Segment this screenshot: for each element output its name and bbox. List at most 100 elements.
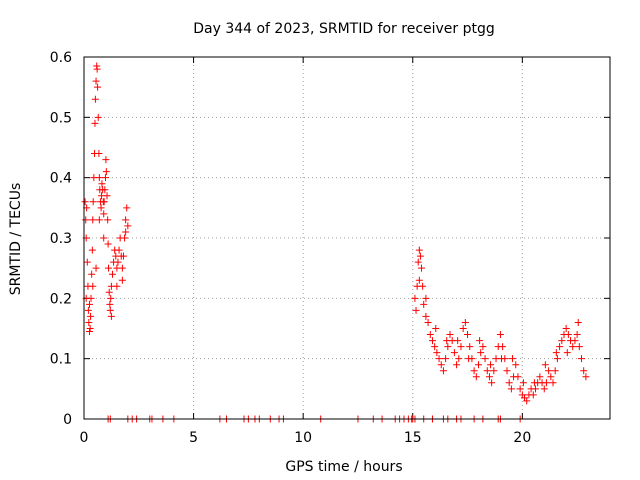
data-point	[118, 264, 126, 272]
data-point	[485, 373, 493, 381]
data-point	[466, 343, 474, 351]
x-tick-label: 0	[80, 430, 89, 446]
data-point	[558, 337, 566, 345]
data-point	[415, 246, 423, 254]
data-point	[571, 337, 579, 345]
data-point	[431, 343, 439, 351]
data-point	[551, 367, 559, 375]
data-point	[95, 216, 103, 224]
data-point	[94, 83, 102, 91]
data-point	[118, 276, 126, 284]
data-point	[85, 328, 93, 336]
data-point	[106, 300, 114, 308]
data-point	[88, 246, 96, 254]
data-point	[92, 77, 100, 85]
data-point	[569, 343, 577, 351]
data-point	[416, 252, 424, 260]
data-point	[439, 367, 447, 375]
data-point	[479, 343, 487, 351]
data-point	[552, 349, 560, 357]
data-point	[564, 331, 572, 339]
x-tick-label: 5	[189, 430, 198, 446]
data-point	[88, 270, 96, 278]
data-point	[547, 373, 555, 381]
data-point	[102, 168, 110, 176]
y-tick-label: 0.6	[50, 50, 72, 66]
data-point	[556, 343, 564, 351]
data-point	[415, 276, 423, 284]
data-point	[443, 337, 451, 345]
data-point	[85, 318, 93, 326]
data-point	[124, 222, 132, 230]
data-point	[92, 264, 100, 272]
data-point	[100, 198, 108, 206]
data-point	[465, 355, 473, 363]
data-point	[514, 373, 522, 381]
data-point	[437, 361, 445, 369]
grid-lines	[84, 57, 610, 419]
data-point	[89, 216, 97, 224]
data-point	[499, 343, 507, 351]
data-point	[453, 361, 461, 369]
data-point	[508, 355, 516, 363]
data-point	[574, 318, 582, 326]
data-point	[490, 367, 498, 375]
data-point	[442, 355, 450, 363]
data-point	[104, 240, 112, 248]
data-point	[563, 349, 571, 357]
data-point	[105, 288, 113, 296]
data-point	[582, 373, 590, 381]
data-point	[91, 119, 99, 127]
data-point	[422, 294, 430, 302]
data-point	[530, 379, 538, 387]
data-point	[87, 312, 95, 320]
data-point	[418, 264, 426, 272]
data-point	[496, 331, 504, 339]
data-point	[475, 361, 482, 369]
data-point	[97, 204, 105, 212]
data-point	[461, 318, 469, 326]
data-point	[580, 367, 588, 375]
data-point	[472, 373, 480, 381]
y-tick-label: 0.3	[50, 231, 72, 247]
data-point	[578, 355, 586, 363]
data-point	[505, 379, 513, 387]
data-point	[94, 113, 102, 121]
data-point	[86, 325, 94, 332]
data-point	[476, 337, 484, 345]
data-point	[483, 367, 491, 375]
data-point	[114, 258, 122, 266]
data-point	[426, 331, 434, 339]
data-point	[507, 385, 515, 393]
data-point	[411, 294, 419, 302]
data-point	[412, 306, 420, 314]
axis-ticks	[83, 56, 610, 420]
x-axis-label: GPS time / hours	[285, 459, 402, 475]
y-tick-label: 0.1	[50, 352, 72, 368]
data-point	[454, 337, 462, 345]
data-point	[113, 282, 121, 290]
data-point	[83, 258, 91, 266]
data-point	[420, 300, 428, 308]
y-tick-label: 0	[63, 412, 72, 428]
y-tick-label: 0.5	[50, 110, 72, 126]
data-point	[424, 318, 432, 326]
data-point	[498, 355, 506, 363]
data-point	[103, 192, 111, 200]
data-point	[122, 216, 130, 224]
x-tick-label: 10	[294, 430, 312, 446]
data-point	[106, 306, 114, 314]
data-point	[107, 312, 115, 320]
chart-title: Day 344 of 2023, SRMTID for receiver ptg…	[193, 21, 495, 37]
data-point	[459, 325, 467, 332]
data-point	[414, 258, 422, 266]
data-point	[516, 385, 524, 393]
data-point	[95, 174, 103, 182]
data-point	[503, 367, 511, 375]
data-point	[529, 391, 537, 399]
y-tick-label: 0.2	[50, 291, 72, 307]
data-point	[119, 252, 127, 260]
y-tick-label: 0.4	[50, 171, 72, 187]
data-point	[540, 385, 548, 393]
